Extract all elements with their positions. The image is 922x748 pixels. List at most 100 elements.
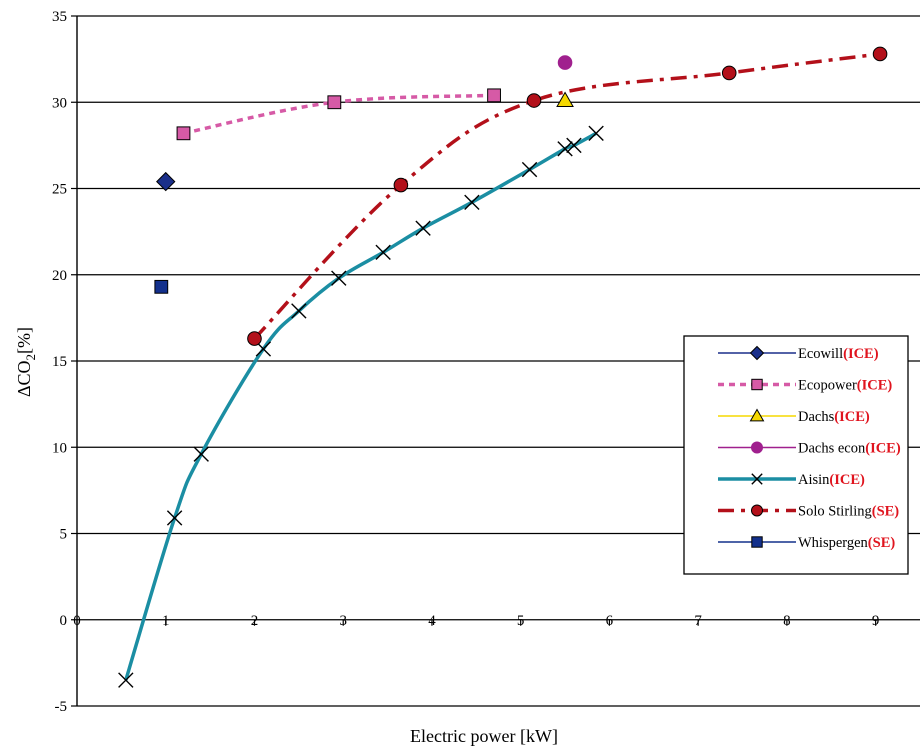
y-tick-label: 25 [52,182,67,198]
legend-marker [750,441,764,454]
data-point [247,331,262,346]
data-point [375,244,391,261]
data-point [526,93,542,108]
x-tick-label: 7 [694,613,702,629]
data-point [331,270,347,286]
legend-item: Solo Stirling(SE) [718,504,899,520]
data-point [521,161,538,178]
data-point [176,126,191,141]
legend-label-tag: (ICE) [857,378,893,394]
data-point [487,88,501,103]
legend-item: Dachs econ(ICE) [718,441,901,457]
x-marker-stroke [255,341,272,357]
x-tick-label: 4 [428,613,436,629]
legend-label-name: Dachs [798,409,835,425]
series-ecowill [156,171,176,192]
series-whispergen [154,279,169,294]
legend-label-tag: (ICE) [865,441,901,457]
x-marker-stroke [291,303,307,319]
legend-label-tag: (ICE) [843,346,879,362]
legend-label-tag: (SE) [868,535,896,551]
legend-label: Ecowill(ICE) [798,346,879,362]
legend-marker [749,345,765,361]
data-point [464,194,480,210]
data-point [166,510,183,526]
data-point [557,55,573,70]
y-tick-label: 5 [60,527,68,543]
y-tick-label: 30 [52,95,67,111]
legend-marker [751,536,763,548]
legend-marker [751,473,763,485]
series-dachs [556,91,574,108]
legend-label: Aisin(ICE) [798,472,865,488]
x-tick-label: 6 [606,613,614,629]
y-tick-label: 15 [52,354,67,370]
series-dachs-econ [557,55,573,70]
x-marker-stroke [166,510,183,526]
y-tick-label: 20 [52,268,67,284]
x-marker-stroke [566,137,582,154]
legend-item: Ecopower(ICE) [718,378,892,394]
data-point [291,303,307,319]
legend-label: Dachs econ(ICE) [798,441,901,457]
x-tick-label: 3 [339,613,347,629]
legend-item: Aisin(ICE) [718,472,865,488]
grid-lines [77,15,920,707]
legend-label: Solo Stirling(SE) [798,504,899,520]
legend-marker [750,504,764,517]
data-point [872,46,888,62]
x-marker-stroke [193,446,209,462]
legend-item: Ecowill(ICE) [718,345,879,362]
y-tick-label: 35 [52,9,67,25]
y-axis-title-prefix: ΔCO [14,360,34,397]
series-aisin [118,125,604,688]
x-marker-stroke [464,194,480,210]
tick-labels: -5 0 5 10 15 20 25 30 35 0 1 2 3 4 5 6 7 8 9 [52,9,879,715]
data-point [156,171,176,192]
legend-label-name: Ecopower [798,378,857,394]
legend-marker [751,378,763,391]
x-marker-stroke [557,141,573,157]
y-tick-label: -5 [55,699,68,715]
legend-item: Whispergen(SE) [718,535,895,551]
data-point [556,91,574,108]
x-marker-stroke [751,473,763,485]
x-marker-stroke [415,220,431,236]
data-point [721,65,737,81]
legend-item: Dachs(ICE) [718,408,870,425]
x-tick-label: 5 [517,613,525,629]
legend-label-tag: (ICE) [829,472,865,488]
legend-label-name: Ecowill [798,346,843,362]
x-axis-title: Electric power [kW] [410,726,558,746]
legend-label-name: Whispergen [798,535,869,551]
series-group [118,46,888,688]
data-point [588,125,604,141]
x-tick-label: 1 [162,613,170,629]
axes [71,15,877,707]
x-tick-label: 2 [251,613,259,629]
y-axis-title: ΔCO2[%] [14,327,38,397]
y-tick-label: 10 [52,440,67,456]
x-tick-label: 8 [783,613,791,629]
legend-marker [749,408,765,422]
data-point [118,672,134,688]
legend-label-name: Solo Stirling [798,504,872,520]
data-point [193,446,209,462]
series-solo-stirling [247,46,888,346]
legend-label: Ecopower(ICE) [798,378,892,394]
y-tick-label: 0 [60,613,68,629]
legend-label: Dachs(ICE) [798,409,870,425]
data-point [566,137,582,154]
x-marker-stroke [118,672,134,688]
legend-label-name: Dachs econ [798,441,866,457]
x-tick-label: 0 [73,613,81,629]
x-marker-stroke [588,125,604,141]
data-point [557,141,573,157]
y-axis-title-suffix: [%] [14,327,34,354]
data-point [393,177,409,193]
x-marker-stroke [521,161,538,178]
legend: Ecowill(ICE)Ecopower(ICE)Dachs(ICE)Dachs… [683,335,909,575]
series-ecopower [176,88,501,141]
data-point [415,220,431,236]
